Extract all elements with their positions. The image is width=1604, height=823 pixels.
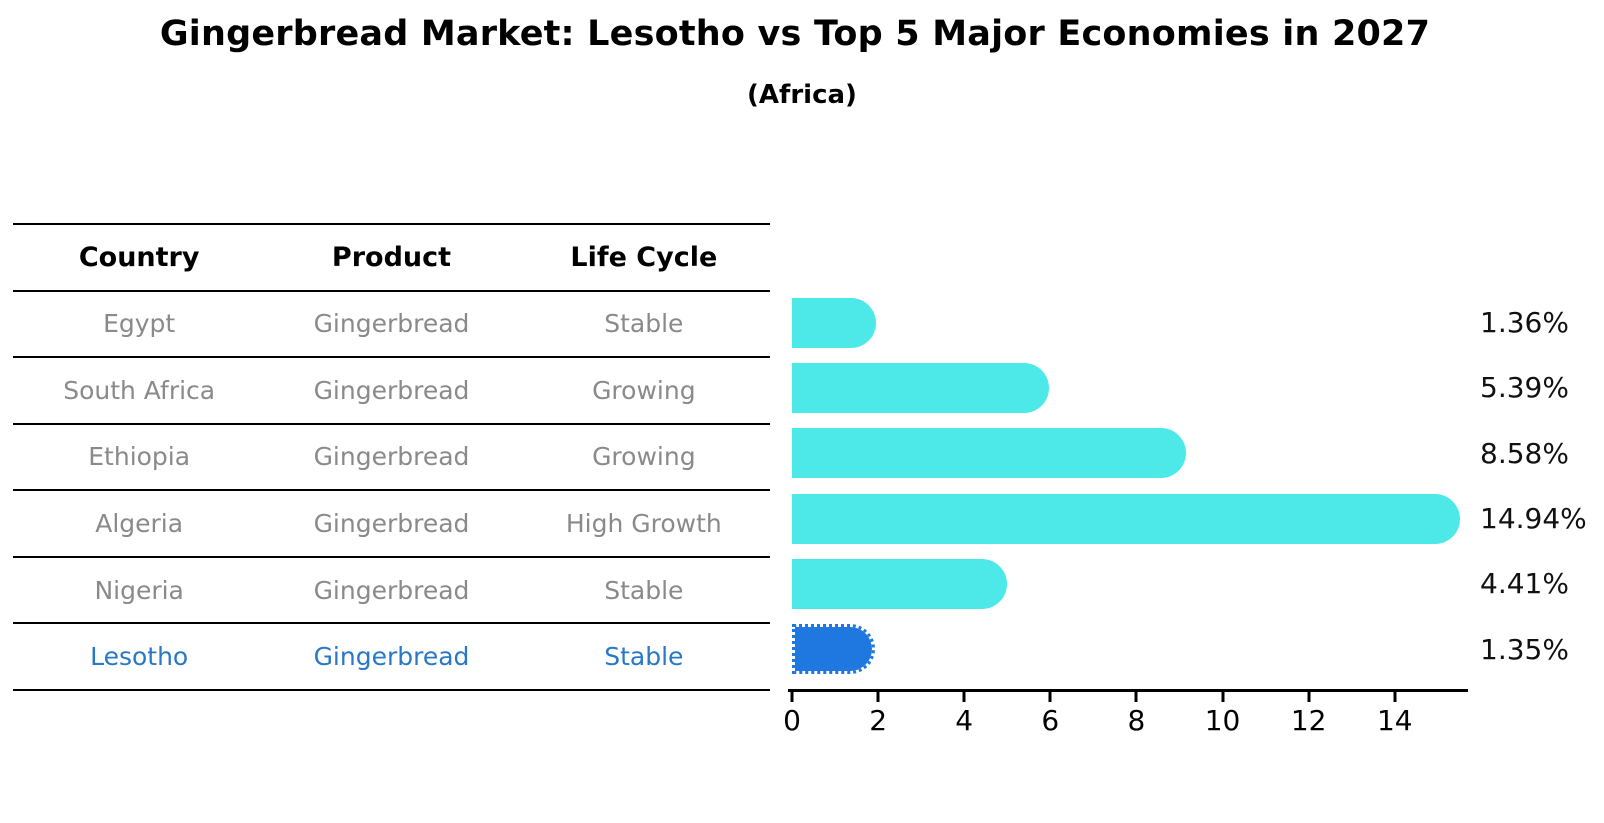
x-axis-tick-label: 2 bbox=[869, 704, 888, 737]
table-row-ethiopia: Ethiopia Gingerbread Growing bbox=[13, 425, 770, 492]
table-row-egypt: Egypt Gingerbread Stable bbox=[13, 292, 770, 359]
cell-life-cycle: Growing bbox=[592, 442, 696, 472]
x-axis-line bbox=[788, 689, 1468, 692]
bar-row bbox=[792, 617, 1468, 682]
x-axis-tick-label: 6 bbox=[1041, 704, 1060, 737]
bar-row bbox=[792, 355, 1468, 420]
bar-value-label: 4.41% bbox=[1480, 567, 1569, 601]
cell-product: Gingerbread bbox=[313, 642, 470, 672]
x-axis-tick-label: 4 bbox=[955, 704, 974, 737]
cell-product: Gingerbread bbox=[313, 309, 470, 339]
x-axis-tick bbox=[1221, 692, 1225, 702]
x-axis-tick bbox=[1307, 692, 1311, 702]
column-header-country: Country bbox=[78, 241, 200, 273]
cell-product: Gingerbread bbox=[313, 575, 470, 605]
bar-algeria bbox=[792, 493, 1461, 544]
cell-country: Algeria bbox=[95, 509, 184, 539]
value-label-column: 1.36% 5.39% 8.58% 14.94% 4.41% 1.35% bbox=[1480, 290, 1600, 682]
cell-life-cycle: Stable bbox=[604, 309, 684, 339]
cell-product: Gingerbread bbox=[313, 375, 470, 405]
table-row-lesotho: Lesotho Gingerbread Stable bbox=[13, 624, 770, 691]
chart-title: Gingerbread Market: Lesotho vs Top 5 Maj… bbox=[159, 14, 1431, 54]
bar-value-label: 14.94% bbox=[1480, 502, 1587, 536]
cell-life-cycle: Stable bbox=[604, 642, 684, 672]
cell-product: Gingerbread bbox=[313, 509, 470, 539]
cell-country: Egypt bbox=[103, 309, 176, 339]
table-row-nigeria: Nigeria Gingerbread Stable bbox=[13, 558, 770, 625]
bar-row bbox=[792, 486, 1468, 551]
cell-product: Gingerbread bbox=[313, 442, 470, 472]
cell-life-cycle: High Growth bbox=[565, 509, 722, 539]
x-axis-tick bbox=[790, 692, 794, 702]
bar-nigeria bbox=[792, 558, 1007, 609]
bar-south-africa bbox=[792, 362, 1050, 413]
x-axis-tick bbox=[1393, 692, 1397, 702]
bar-row bbox=[792, 421, 1468, 486]
cell-country: Ethiopia bbox=[88, 442, 191, 472]
bar-row bbox=[792, 551, 1468, 616]
cell-life-cycle: Growing bbox=[592, 375, 696, 405]
bar-ethiopia bbox=[792, 428, 1187, 479]
bar-value-label: 1.35% bbox=[1480, 632, 1569, 666]
x-axis-tick-label: 0 bbox=[783, 704, 801, 737]
bar-plot-area bbox=[792, 290, 1468, 682]
cell-country: Nigeria bbox=[94, 575, 184, 605]
x-axis-tick-label: 12 bbox=[1290, 704, 1327, 737]
bar-egypt bbox=[792, 297, 876, 348]
x-axis: 0 2 4 6 8 10 12 14 bbox=[783, 692, 1468, 740]
table-header-row: Country Product Life Cycle bbox=[13, 225, 770, 292]
bar-value-label: 1.36% bbox=[1480, 306, 1569, 340]
table-row-algeria: Algeria Gingerbread High Growth bbox=[13, 491, 770, 558]
cell-country: South Africa bbox=[63, 375, 216, 405]
x-axis-tick bbox=[962, 692, 966, 702]
x-axis-tick-label: 14 bbox=[1376, 704, 1413, 737]
chart-subtitle: (Africa) bbox=[747, 80, 857, 110]
x-axis-tick bbox=[876, 692, 880, 702]
bar-lesotho bbox=[792, 624, 876, 675]
column-header-product: Product bbox=[331, 241, 452, 273]
cell-life-cycle: Stable bbox=[604, 575, 684, 605]
bar-value-label: 8.58% bbox=[1480, 436, 1569, 470]
x-axis-tick-label: 10 bbox=[1204, 704, 1241, 737]
x-axis-tick-label: 8 bbox=[1127, 704, 1146, 737]
table-row-south-africa: South Africa Gingerbread Growing bbox=[13, 358, 770, 425]
bar-value-label: 5.39% bbox=[1480, 371, 1569, 405]
column-header-life-cycle: Life Cycle bbox=[570, 241, 718, 273]
x-axis-tick bbox=[1048, 692, 1052, 702]
x-axis-tick bbox=[1134, 692, 1138, 702]
cell-country: Lesotho bbox=[90, 642, 189, 672]
country-table: Country Product Life Cycle Egypt Gingerb… bbox=[13, 223, 770, 691]
bar-row bbox=[792, 290, 1468, 355]
